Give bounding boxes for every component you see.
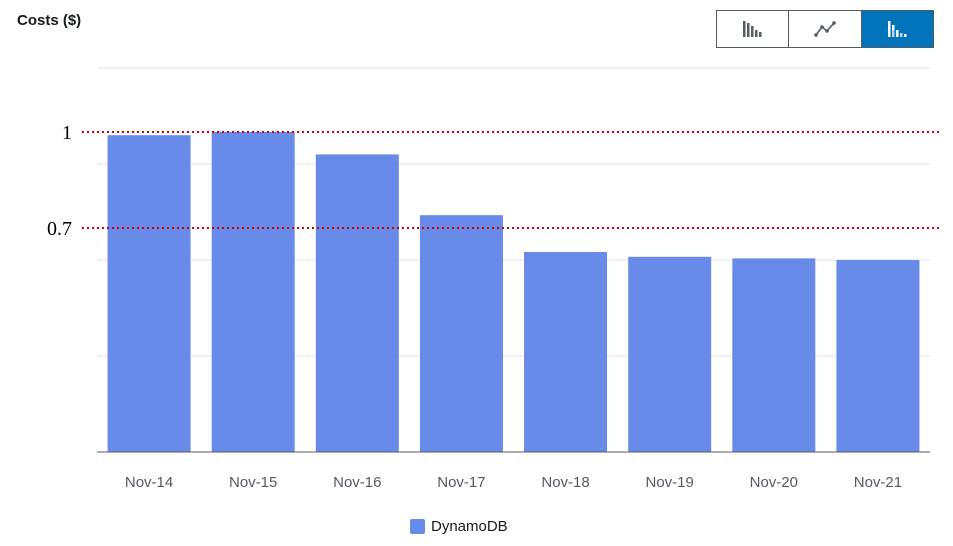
x-tick-label: Nov-19 [646,474,694,491]
x-tick-label: Nov-14 [125,474,173,491]
bar-nov-14 [107,135,191,452]
legend-swatch [410,519,425,534]
reference-line-label: 0.7 [47,218,72,240]
chart-type-toggle [716,10,934,48]
page-title: Costs ($) [17,12,82,29]
bar-nov-15 [211,132,295,452]
bar-nov-16 [315,154,399,452]
bar-nov-21 [836,260,920,452]
x-tick-label: Nov-15 [229,474,277,491]
x-tick-label: Nov-16 [333,474,381,491]
line-chart-icon [814,21,836,37]
x-tick-label: Nov-17 [437,474,485,491]
stacked-bar-chart-icon [888,21,907,37]
bar-chart-button[interactable] [717,11,790,47]
bar-nov-20 [732,258,816,452]
line-chart-button[interactable] [789,11,862,47]
x-tick-label: Nov-21 [854,474,902,491]
bar-nov-17 [419,215,503,452]
bar-nov-18 [524,252,608,452]
x-tick-label: Nov-20 [750,474,798,491]
legend-label: DynamoDB [431,518,508,535]
x-tick-label: Nov-18 [541,474,589,491]
legend: DynamoDB [410,518,508,535]
stacked-bar-chart-button[interactable] [861,11,933,47]
bar-chart-icon [742,21,762,37]
reference-line-label: 1 [62,122,72,144]
bar-nov-19 [628,256,712,452]
